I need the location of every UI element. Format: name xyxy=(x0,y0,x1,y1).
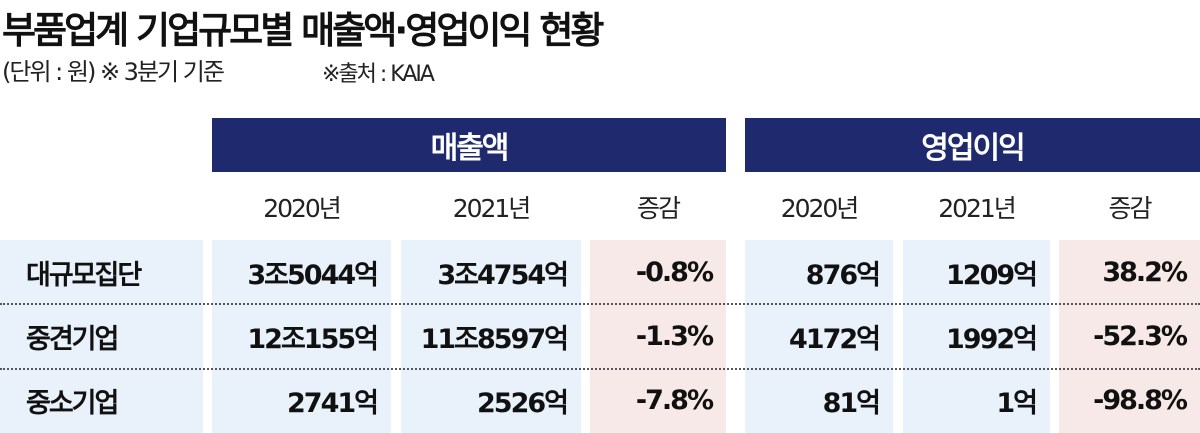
table-cell: 4172억 xyxy=(789,323,881,355)
table-cell: 1992억 xyxy=(946,323,1038,355)
source-note: ※출처 : KAIA xyxy=(322,62,435,87)
data-column xyxy=(745,240,893,433)
table-cell: 2526억 xyxy=(477,387,569,419)
table-cell: -1.3% xyxy=(635,320,714,352)
table-cell: -7.8% xyxy=(635,384,714,416)
row-label-column xyxy=(0,240,203,433)
table-cell: -0.8% xyxy=(635,256,714,288)
column-header: 2021년 xyxy=(938,194,1017,223)
table-cell: -52.3% xyxy=(1093,320,1188,352)
table-cell: -98.8% xyxy=(1093,384,1188,416)
table-cell: 1209억 xyxy=(946,259,1038,291)
row-divider xyxy=(0,368,1200,370)
data-column xyxy=(401,240,581,433)
data-column xyxy=(212,240,391,433)
column-header: 증감 xyxy=(1108,194,1152,223)
column-header: 2020년 xyxy=(263,194,342,223)
table-cell: 3조4754억 xyxy=(437,259,569,291)
unit-note: (단위 : 원) ※ 3분기 기준 xyxy=(2,58,225,86)
column-header: 증감 xyxy=(636,194,681,223)
row-divider xyxy=(0,303,1200,305)
table-cell: 876억 xyxy=(805,259,881,291)
table-cell: 11조8597억 xyxy=(420,323,569,355)
table-cell: 12조155억 xyxy=(247,323,379,355)
table-cell: 38.2% xyxy=(1102,256,1188,288)
table-cell: 2741억 xyxy=(287,387,379,419)
group-header-revenue: 매출액 xyxy=(212,118,726,172)
data-column xyxy=(903,240,1050,433)
table-cell: 81억 xyxy=(822,387,881,419)
data-column xyxy=(590,240,726,433)
row-label: 중견기업 xyxy=(26,323,119,355)
page-title: 부품업계 기업규모별 매출액·영업이익 현황 xyxy=(2,9,604,52)
table-cell: 3조5044억 xyxy=(247,259,379,291)
row-label: 대규모집단 xyxy=(26,259,142,291)
data-column xyxy=(1059,240,1200,433)
group-header-operating-profit: 영업이익 xyxy=(745,118,1200,172)
row-label: 중소기업 xyxy=(26,387,119,419)
table-cell: 1억 xyxy=(996,387,1038,419)
column-header: 2020년 xyxy=(780,194,860,223)
column-header: 2021년 xyxy=(452,194,532,223)
